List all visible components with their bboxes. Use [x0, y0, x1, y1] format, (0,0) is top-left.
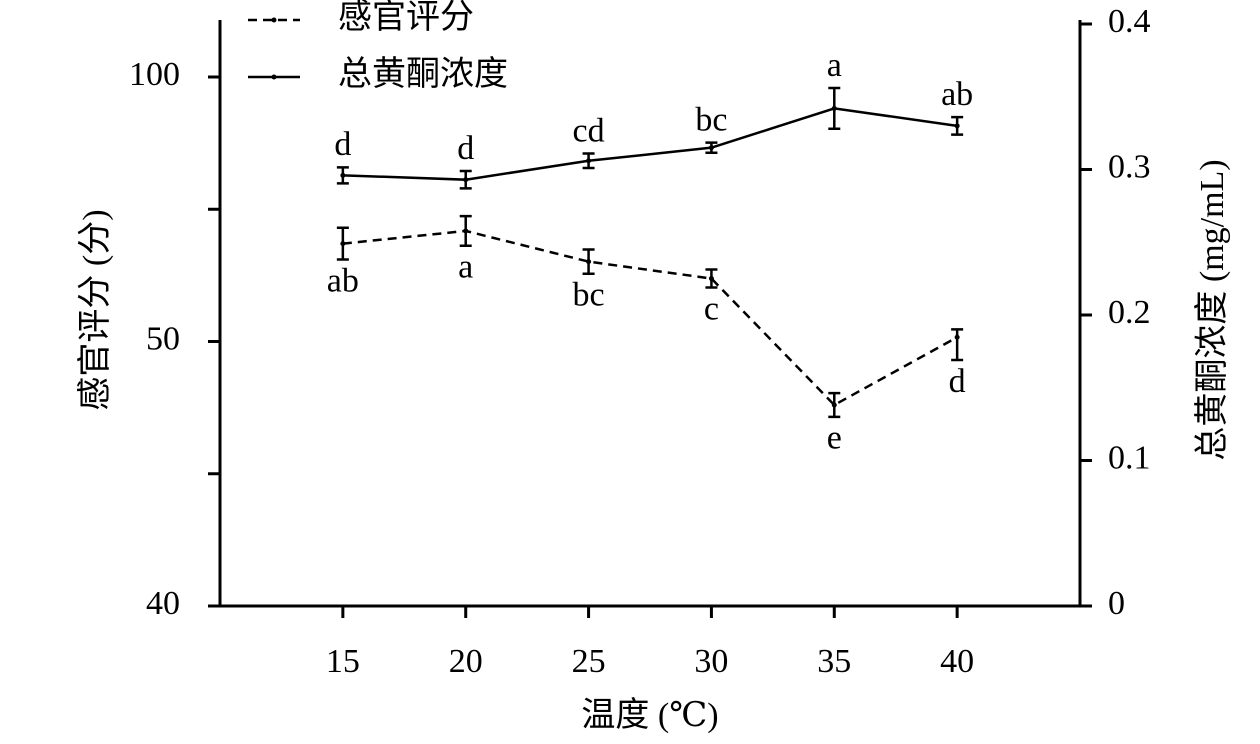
significance-letter: ab	[941, 76, 973, 113]
x-tick-label: 25	[572, 643, 606, 680]
point	[340, 241, 346, 247]
y2-tick-label: 0.4	[1108, 3, 1151, 40]
x-tick-label: 20	[449, 643, 483, 680]
point	[463, 177, 469, 183]
y2-axis-label: 总黄酮浓度 (mg/mL)	[1193, 159, 1231, 460]
series-line	[342, 107, 958, 181]
point	[586, 259, 592, 265]
point	[954, 334, 960, 340]
y-tick-label: 50	[146, 320, 180, 357]
point	[954, 123, 960, 129]
point	[340, 172, 346, 178]
series-line	[342, 229, 958, 407]
significance-letter: c	[704, 290, 719, 327]
point	[708, 145, 714, 151]
significance-letter: d	[457, 130, 474, 167]
y2-tick-label: 0.3	[1108, 148, 1151, 185]
significance-letter: cd	[573, 112, 605, 149]
y-axis-label: 感官评分 (分)	[76, 209, 114, 410]
x-tick-label: 40	[940, 643, 974, 680]
y2-tick-label: 0	[1108, 585, 1125, 622]
y-tick-label: 100	[129, 56, 180, 93]
legend-marker	[271, 17, 277, 23]
significance-letter: bc	[573, 277, 605, 314]
y2-tick-label: 0.2	[1108, 294, 1151, 331]
point	[463, 228, 469, 234]
point	[831, 402, 837, 408]
significance-letter: e	[827, 420, 842, 457]
x-axis-label: 温度 (℃)	[581, 696, 718, 734]
significance-letter: d	[334, 126, 351, 163]
significance-letter: ab	[327, 262, 359, 299]
point	[708, 276, 714, 282]
significance-letter: a	[827, 47, 842, 84]
error-bar	[951, 328, 964, 362]
x-tick-label: 35	[817, 643, 851, 680]
legend-label: 总黄酮浓度	[338, 55, 508, 93]
y2-tick-label: 0.1	[1108, 439, 1151, 476]
x-tick-label: 15	[326, 643, 360, 680]
significance-letter: d	[949, 363, 966, 400]
point	[831, 105, 837, 111]
legend-marker	[271, 74, 277, 80]
significance-letter: a	[458, 249, 473, 286]
x-tick-label: 30	[694, 643, 728, 680]
point	[586, 158, 592, 164]
significance-letter: bc	[695, 101, 727, 138]
y-tick-label: 40	[146, 585, 180, 622]
legend-label: 感官评分	[338, 0, 474, 36]
